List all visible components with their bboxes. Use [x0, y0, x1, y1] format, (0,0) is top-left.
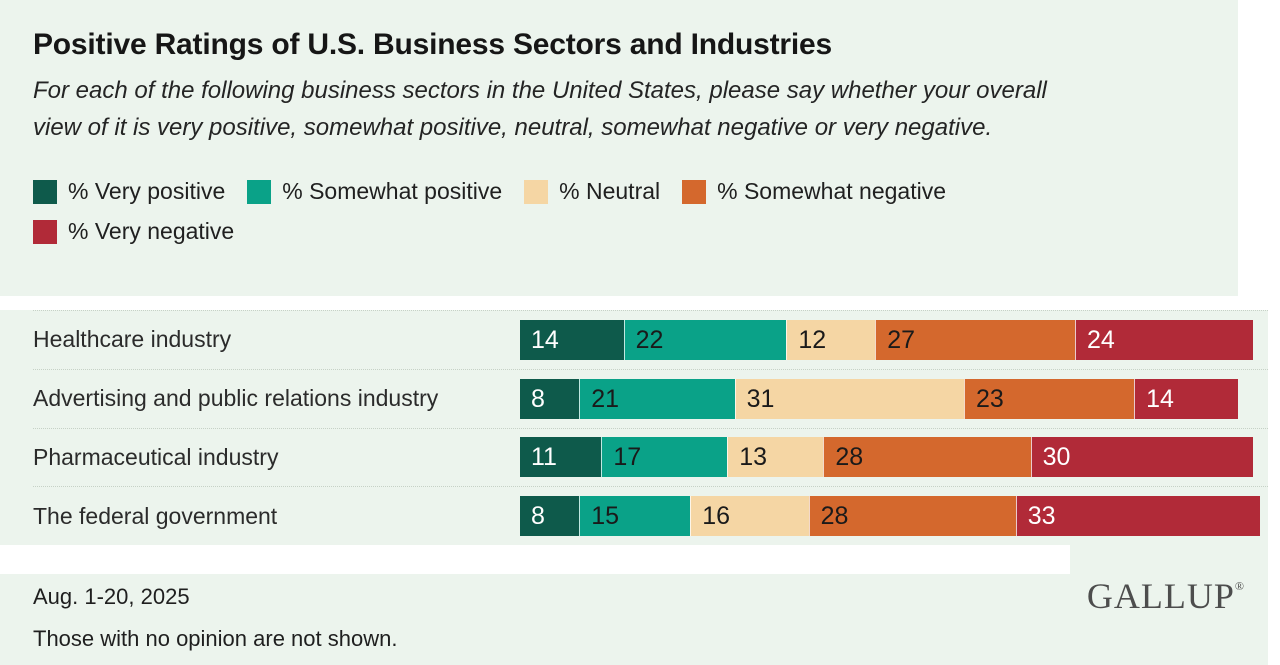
background-bridge [1070, 545, 1268, 574]
legend: % Very positive % Somewhat positive % Neut… [33, 178, 1113, 245]
page-title: Positive Ratings of U.S. Business Sector… [33, 28, 833, 61]
legend-item-very-positive: % Very positive [33, 178, 225, 205]
registered-mark: ® [1234, 579, 1244, 593]
bar-segment-somewhat-negative: 23 [963, 378, 1135, 419]
stacked-bar: 11 17 13 28 30 [520, 437, 1253, 478]
bar-segment-somewhat-negative: 28 [808, 496, 1016, 537]
chart-area: Healthcare industry 14 22 12 27 24 Advertising… [0, 310, 1268, 545]
bar-segment-somewhat-positive: 15 [579, 496, 691, 537]
bar-segment-very-negative: 33 [1015, 496, 1260, 537]
legend-swatch-somewhat-positive [247, 179, 272, 204]
bar-segment-very-negative: 24 [1074, 319, 1253, 360]
bar-segment-neutral: 12 [786, 319, 876, 360]
bar-segment-very-positive: 8 [520, 496, 580, 537]
bar-segment-neutral: 31 [734, 378, 964, 419]
category-label: The federal government [33, 502, 278, 529]
legend-item-somewhat-negative: % Somewhat negative [682, 178, 946, 205]
bar-segment-somewhat-negative: 28 [823, 437, 1031, 478]
gallup-logo-text: GALLUP [1086, 576, 1235, 616]
stacked-bar: 14 22 12 27 24 [520, 319, 1253, 360]
gallup-logo: GALLUP® [1087, 575, 1244, 617]
bar-segment-somewhat-positive: 17 [601, 437, 728, 478]
bar-segment-very-negative: 14 [1134, 378, 1238, 419]
bar-segment-somewhat-positive: 22 [623, 319, 787, 360]
bar-segment-neutral: 13 [727, 437, 824, 478]
stacked-bar: 8 15 16 28 33 [520, 496, 1260, 537]
chart-row-advertising-and-public-relations-industry: Advertising and public relations industr… [33, 368, 1268, 428]
legend-swatch-somewhat-negative [682, 179, 707, 204]
legend-label: % Somewhat negative [717, 178, 946, 204]
bar-segment-very-negative: 30 [1030, 437, 1253, 478]
chart-row-the-federal-government: The federal government 8 15 16 28 33 [33, 486, 1268, 545]
chart-header: Positive Ratings of U.S. Business Sector… [0, 0, 1238, 296]
legend-label: % Neutral [559, 178, 661, 204]
legend-swatch-very-negative [33, 219, 57, 244]
legend-item-neutral: % Neutral [524, 178, 660, 205]
survey-date: Aug. 1-20, 2025 [33, 584, 190, 609]
chart-row-healthcare-industry: Healthcare industry 14 22 12 27 24 [33, 310, 1268, 369]
legend-item-somewhat-positive: % Somewhat positive [247, 178, 502, 205]
category-label: Healthcare industry [33, 326, 232, 353]
category-label: Pharmaceutical industry [33, 443, 279, 470]
bar-segment-neutral: 16 [690, 496, 809, 537]
stacked-bar: 8 21 31 23 14 [520, 378, 1238, 419]
footnote: Those with no opinion are not shown. [33, 626, 398, 651]
legend-label: % Very positive [68, 178, 226, 204]
bar-segment-very-positive: 8 [520, 378, 580, 419]
legend-swatch-neutral [524, 179, 549, 204]
legend-label: % Somewhat positive [282, 178, 503, 204]
category-label: Advertising and public relations industr… [33, 385, 439, 412]
bar-segment-very-positive: 11 [520, 437, 602, 478]
bar-segment-somewhat-negative: 27 [875, 319, 1075, 360]
bar-segment-very-positive: 14 [520, 319, 624, 360]
legend-swatch-very-positive [33, 179, 57, 204]
chart-footer: Aug. 1-20, 2025 Those with no opinion ar… [0, 574, 1268, 665]
legend-label: % Very negative [68, 218, 235, 244]
bar-segment-somewhat-positive: 21 [579, 378, 735, 419]
survey-question: For each of the following business secto… [33, 77, 1047, 141]
legend-item-very-negative: % Very negative [33, 218, 234, 245]
chart-row-pharmaceutical-industry: Pharmaceutical industry 11 17 13 28 30 [33, 427, 1268, 487]
